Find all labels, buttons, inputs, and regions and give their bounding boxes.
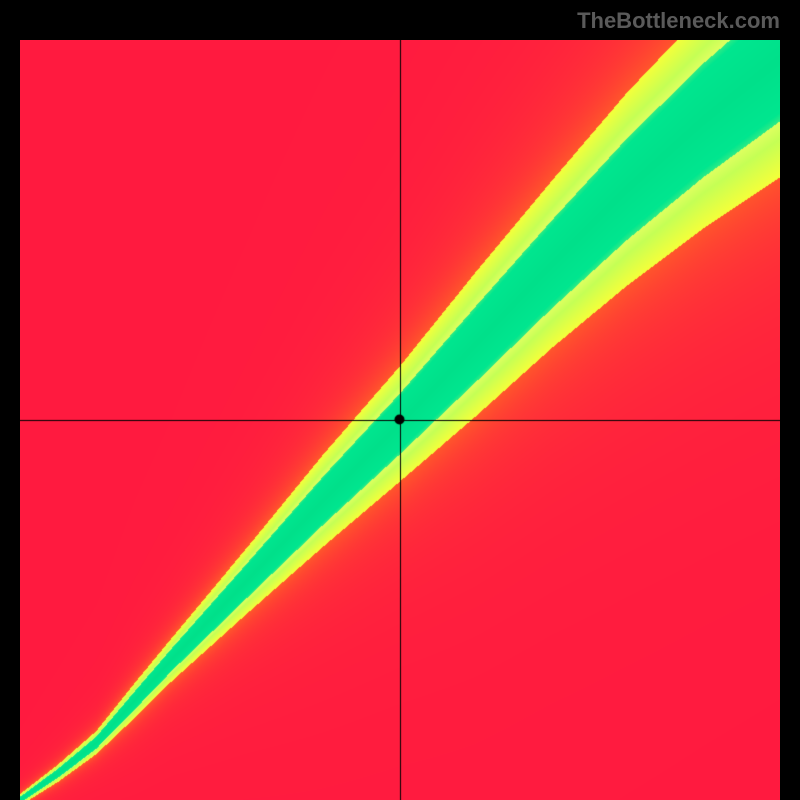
- chart-container: TheBottleneck.com: [0, 0, 800, 800]
- watermark-label: TheBottleneck.com: [577, 8, 780, 34]
- bottleneck-heatmap: [20, 40, 780, 800]
